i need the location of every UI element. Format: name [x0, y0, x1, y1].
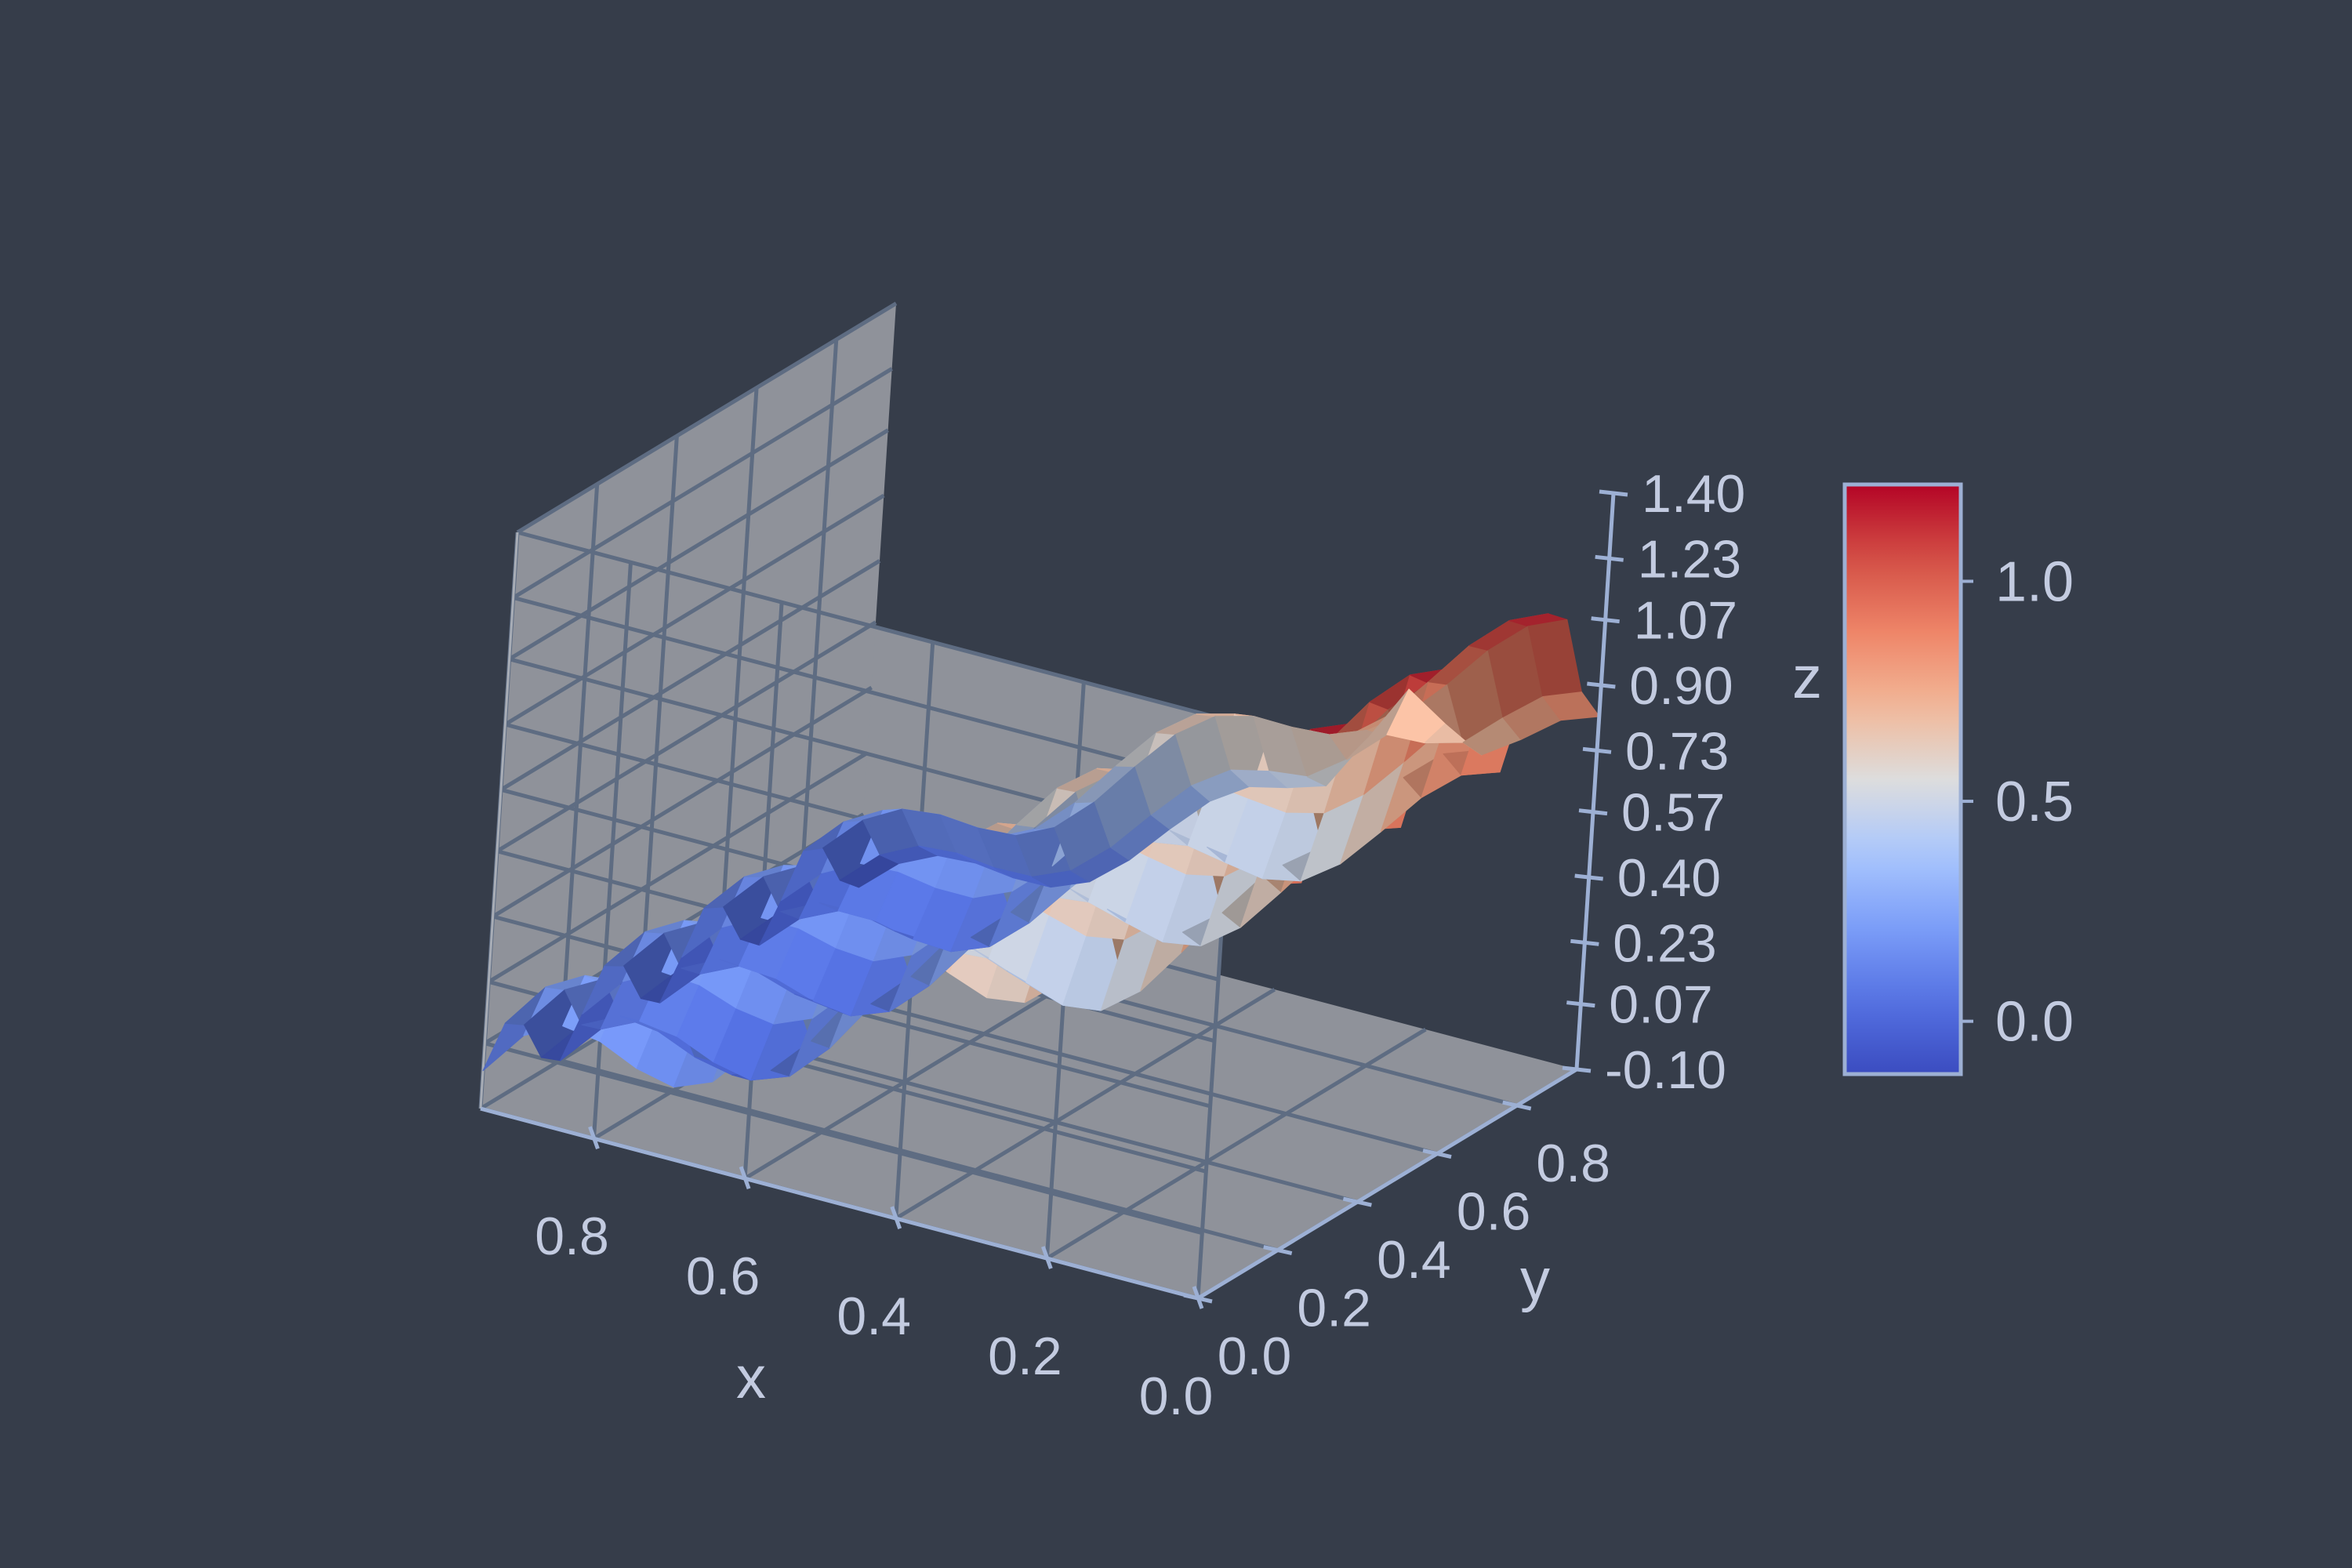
- y-tick-label: 0.8: [1536, 1134, 1610, 1193]
- z-tick: [1562, 1065, 1592, 1073]
- z-grid-line: [492, 685, 873, 919]
- y-grid-line: [717, 387, 759, 964]
- z-tick: [1570, 938, 1599, 946]
- colorbar-gradient: [1842, 482, 1963, 1076]
- colorbar: 0.0 0.5 1.0: [1842, 482, 2074, 1076]
- z-tick-label: 0.90: [1629, 656, 1733, 716]
- y-tick: [1422, 1149, 1452, 1160]
- y-axis-label: y: [1520, 1247, 1550, 1313]
- z-tick: [1599, 489, 1628, 497]
- z-tick: [1587, 681, 1616, 689]
- y-tick-labels: 0.0 0.2 0.4 0.6 0.8: [1218, 1134, 1610, 1386]
- z-tick-label: 0.73: [1625, 721, 1729, 781]
- colorbar-tick-label: 1.0: [1995, 551, 2074, 614]
- z-tick-label: 1.07: [1634, 591, 1737, 651]
- z-tick-label: 1.40: [1642, 464, 1745, 524]
- y-tick-label: 0.0: [1218, 1327, 1292, 1386]
- z-grid-line: [513, 595, 1232, 789]
- z-tick: [1595, 554, 1624, 562]
- x-axis-line: [480, 1106, 1199, 1301]
- y-grid-line: [558, 484, 600, 1061]
- z-tick: [1578, 808, 1608, 816]
- x-tick-label: 0.0: [1139, 1367, 1214, 1426]
- x-tick-label: 0.8: [535, 1207, 609, 1266]
- y-grid-line: [560, 1058, 1279, 1252]
- z-axis-label: z: [1792, 644, 1822, 711]
- z-grid-line: [508, 428, 889, 661]
- y-tick: [1342, 1196, 1372, 1207]
- z-tick-label: -0.10: [1605, 1040, 1726, 1100]
- z-tick: [1574, 873, 1603, 881]
- x-tick: [1041, 1246, 1053, 1269]
- z-tick: [1582, 746, 1612, 754]
- z-grid-line: [516, 301, 898, 535]
- x-tick: [890, 1206, 902, 1229]
- z-grid-line: [517, 530, 1236, 724]
- axis-lines: [480, 489, 1628, 1309]
- y-grid-line: [797, 339, 839, 916]
- y-tick: [1183, 1293, 1213, 1304]
- y-tick: [1502, 1100, 1532, 1111]
- z-tick-label: 0.23: [1613, 913, 1716, 973]
- surface-mesh: [482, 613, 1600, 1088]
- colorbar-tick-label: 0.0: [1995, 991, 2074, 1054]
- z-tick-label: 0.40: [1617, 848, 1721, 908]
- x-tick-label: 0.6: [686, 1247, 760, 1306]
- z-grid-line: [484, 1041, 1203, 1236]
- y-tick-label: 0.4: [1377, 1230, 1451, 1290]
- z-axis-line: [1574, 492, 1616, 1070]
- z-grid-line: [495, 620, 877, 853]
- y-tick: [1263, 1245, 1293, 1255]
- z-tick-labels: -0.10 0.07 0.23 0.40 0.57 0.73 0.90 1.07…: [1605, 464, 1745, 1100]
- z-tick-label: 1.23: [1638, 529, 1741, 589]
- z-grid-line: [504, 493, 885, 727]
- z-grid-line: [488, 751, 869, 984]
- colorbar-ticks: [1961, 579, 1973, 1023]
- x-tick: [588, 1126, 600, 1150]
- z-tick: [1566, 1000, 1595, 1008]
- z-tick-label: 0.07: [1609, 975, 1712, 1035]
- y-axis-line: [1196, 1067, 1578, 1301]
- z-tick-label: 0.57: [1621, 783, 1725, 843]
- x-grid-line: [895, 987, 1276, 1221]
- y-tick-label: 0.2: [1297, 1279, 1371, 1338]
- x-grid-line: [591, 562, 633, 1139]
- surface-facet: [1542, 691, 1600, 721]
- x-tick-labels: 0.0 0.2 0.4 0.6 0.8: [535, 1207, 1213, 1426]
- x-axis-label: x: [736, 1345, 766, 1411]
- colorbar-tick-label: 0.5: [1995, 771, 2074, 833]
- z-grid-line: [499, 559, 881, 792]
- y-grid-line: [637, 435, 679, 1013]
- z-grid-line: [512, 367, 893, 600]
- x-tick: [739, 1166, 751, 1189]
- y-tick-label: 0.6: [1457, 1182, 1531, 1242]
- pane-edge: [479, 532, 519, 1109]
- x-grid-line: [1046, 1027, 1427, 1261]
- x-tick-label: 0.4: [837, 1287, 911, 1346]
- x-tick-label: 0.2: [988, 1327, 1062, 1386]
- z-tick: [1591, 616, 1620, 624]
